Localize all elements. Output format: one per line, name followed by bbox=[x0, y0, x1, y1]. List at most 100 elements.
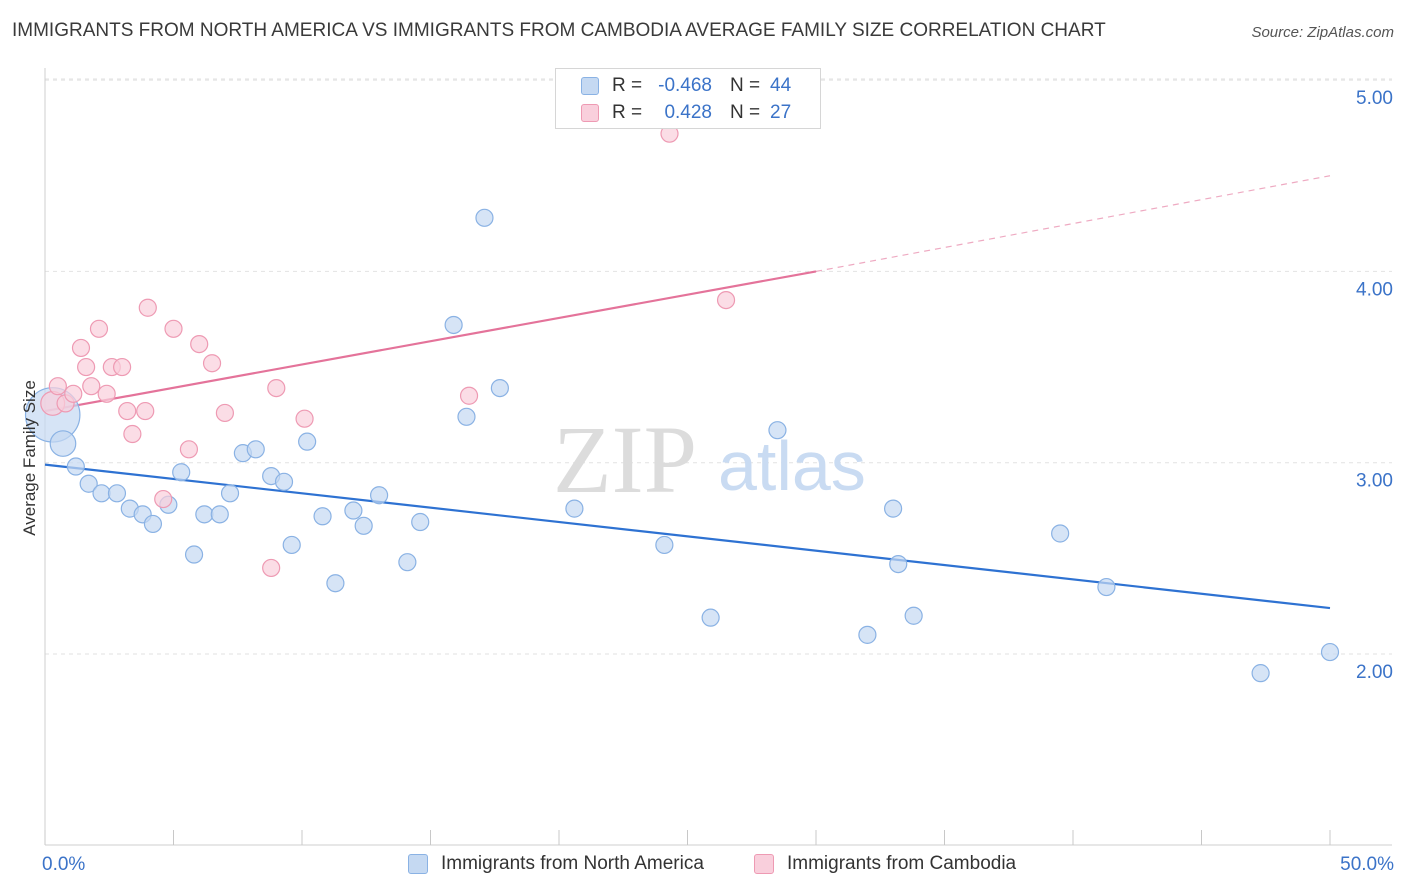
data-point-pink bbox=[295, 409, 314, 428]
data-point-blue bbox=[655, 535, 674, 555]
y-tick-label: 2.00 bbox=[1356, 662, 1393, 683]
data-point-pink bbox=[118, 401, 137, 421]
data-point-blue bbox=[195, 505, 214, 524]
data-point-pink bbox=[154, 489, 173, 509]
data-point-blue bbox=[904, 606, 923, 625]
data-points bbox=[24, 124, 1340, 683]
watermark-zip: ZIP bbox=[553, 406, 697, 513]
axes bbox=[44, 68, 1392, 846]
data-point-blue bbox=[282, 535, 301, 555]
data-point-pink bbox=[459, 386, 479, 405]
legend-n-label: N = bbox=[730, 75, 761, 96]
gridlines bbox=[45, 78, 1392, 655]
data-point-pink bbox=[190, 334, 209, 354]
data-point-blue bbox=[1051, 524, 1070, 543]
x-tick-label: 0.0% bbox=[42, 854, 85, 875]
data-point-pink bbox=[64, 384, 83, 403]
y-tick-label: 4.00 bbox=[1356, 279, 1393, 300]
legend-swatch-blue bbox=[408, 854, 428, 874]
data-point-blue bbox=[701, 608, 720, 627]
legend-label-north-america: Immigrants from North America bbox=[441, 853, 704, 874]
data-point-pink bbox=[164, 319, 183, 338]
legend-item-north-america: Immigrants from North America bbox=[408, 853, 704, 875]
trend-line-blue bbox=[44, 463, 1331, 610]
data-point-blue bbox=[298, 432, 317, 451]
y-tick-label: 5.00 bbox=[1356, 88, 1393, 109]
legend-r-value: 0.428 bbox=[664, 102, 712, 123]
tick-labels: 2.00 3.00 4.00 5.00 0.0% 50.0% bbox=[42, 88, 1394, 875]
data-point-blue bbox=[107, 484, 127, 503]
data-point-blue bbox=[92, 484, 111, 503]
legend-row-cambodia: R = 0.428 N = 27 bbox=[581, 101, 791, 125]
data-point-pink bbox=[267, 378, 286, 398]
data-point-blue bbox=[457, 407, 476, 426]
legend-r-value: -0.468 bbox=[658, 75, 712, 96]
legend-n-value: 44 bbox=[770, 75, 792, 96]
legend-n-value: 27 bbox=[770, 102, 792, 123]
data-point-pink bbox=[97, 384, 116, 403]
data-point-blue bbox=[184, 545, 204, 564]
data-point-pink bbox=[138, 298, 157, 317]
legend-r-label: R = bbox=[612, 102, 643, 123]
data-point-pink bbox=[136, 401, 155, 421]
x-tick-label: 50.0% bbox=[1340, 854, 1394, 875]
data-point-blue bbox=[246, 440, 265, 459]
data-point-blue bbox=[565, 499, 584, 518]
data-point-blue bbox=[883, 499, 903, 518]
legend-label-cambodia: Immigrants from Cambodia bbox=[787, 853, 1017, 874]
data-point-blue bbox=[66, 457, 85, 476]
data-point-blue bbox=[210, 505, 229, 524]
legend-item-cambodia: Immigrants from Cambodia bbox=[754, 853, 1016, 875]
y-axis-label: Average Family Size bbox=[20, 380, 39, 536]
data-point-blue bbox=[1097, 577, 1116, 597]
data-point-pink bbox=[71, 338, 91, 358]
data-point-pink bbox=[215, 403, 234, 423]
legend-row-north-america: R = -0.468 N = 44 bbox=[581, 74, 791, 98]
data-point-blue bbox=[274, 472, 294, 491]
data-point-blue bbox=[344, 501, 363, 520]
data-point-blue bbox=[444, 315, 463, 335]
data-point-pink bbox=[48, 377, 67, 396]
chart-title: IMMIGRANTS FROM NORTH AMERICA VS IMMIGRA… bbox=[12, 20, 1106, 41]
data-point-pink bbox=[112, 357, 132, 377]
data-point-blue bbox=[768, 421, 787, 440]
data-point-blue bbox=[370, 486, 389, 505]
data-point-blue bbox=[49, 430, 77, 457]
data-point-blue bbox=[1251, 664, 1270, 683]
data-point-blue bbox=[220, 484, 240, 503]
legend-swatch-pink bbox=[754, 854, 774, 874]
data-point-blue bbox=[172, 463, 191, 482]
y-tick-label: 3.00 bbox=[1356, 471, 1393, 492]
data-point-blue bbox=[411, 512, 430, 532]
data-point-blue bbox=[889, 554, 908, 574]
chart-source: Source: ZipAtlas.com bbox=[1251, 24, 1394, 41]
trend-extension-pink bbox=[815, 175, 1331, 272]
legend-swatch-blue bbox=[581, 77, 599, 95]
legend-swatch-pink bbox=[581, 104, 599, 122]
data-point-blue bbox=[326, 574, 345, 593]
data-point-blue bbox=[398, 553, 417, 572]
data-point-pink bbox=[262, 558, 281, 578]
trend-line-pink bbox=[44, 270, 817, 413]
data-point-blue bbox=[79, 474, 98, 493]
trend-lines bbox=[44, 175, 1331, 610]
data-point-blue bbox=[354, 516, 373, 535]
legend-n-label: N = bbox=[730, 102, 761, 123]
data-point-blue bbox=[490, 378, 509, 398]
data-point-blue bbox=[858, 625, 877, 644]
data-point-pink bbox=[89, 319, 109, 338]
watermark-atlas: atlas bbox=[718, 427, 866, 505]
data-point-pink bbox=[77, 357, 96, 377]
data-point-pink bbox=[123, 424, 142, 444]
data-point-blue bbox=[313, 507, 332, 526]
legend-r-label: R = bbox=[612, 75, 643, 96]
correlation-legend: R = -0.468 N = 44 R = 0.428 N = 27 bbox=[555, 68, 821, 129]
data-point-pink bbox=[82, 377, 101, 396]
data-point-blue bbox=[1320, 642, 1340, 662]
data-point-blue bbox=[143, 514, 163, 534]
data-point-pink bbox=[179, 440, 199, 459]
data-point-pink bbox=[202, 354, 222, 373]
data-point-pink bbox=[716, 290, 736, 310]
data-point-blue bbox=[475, 208, 494, 227]
